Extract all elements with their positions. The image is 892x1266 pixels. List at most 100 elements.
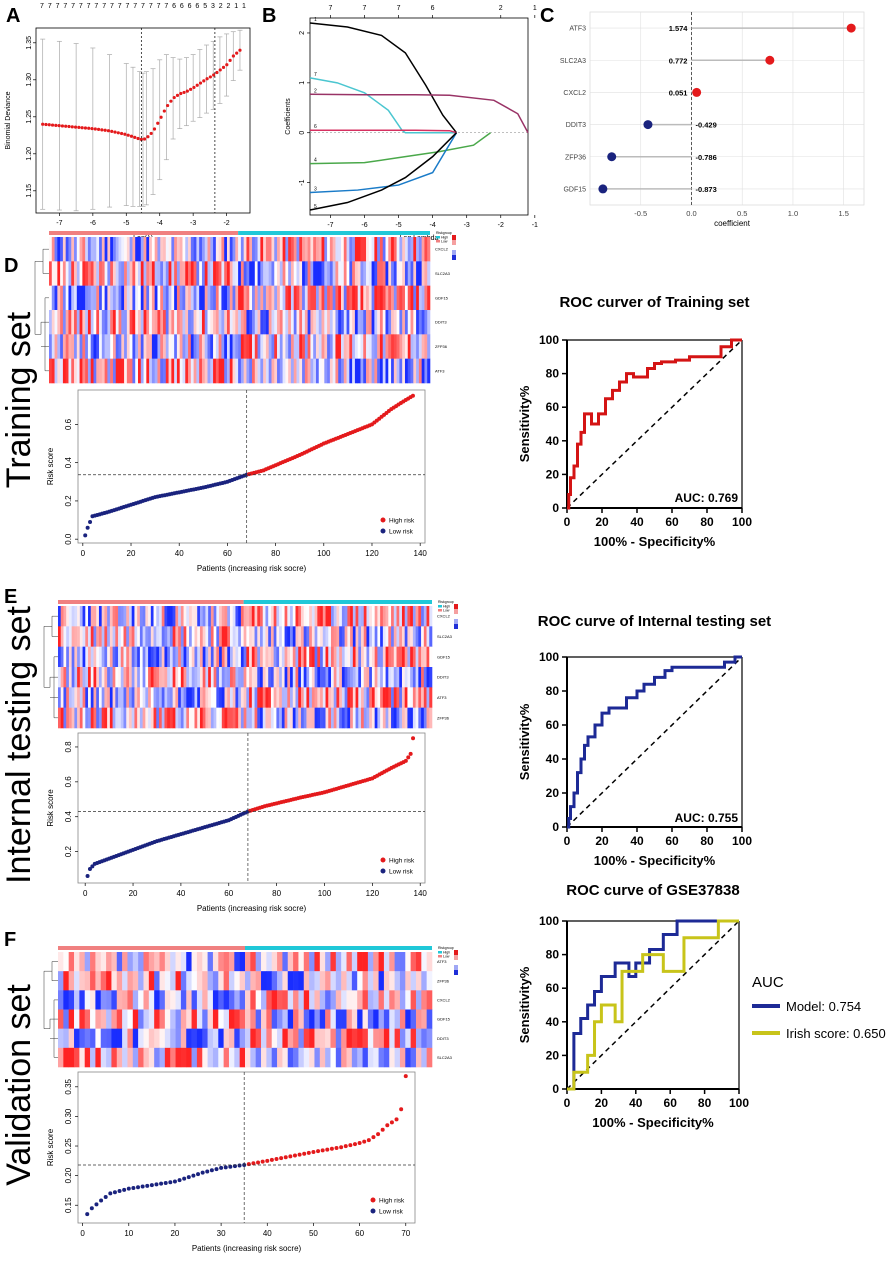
- heatmap-cell: [355, 626, 359, 647]
- risk-point-high: [316, 1149, 321, 1154]
- heatmap-cell: [168, 285, 172, 311]
- heatmap-cell: [154, 261, 158, 286]
- heatmap-cell: [363, 646, 367, 668]
- heatmap-cell: [82, 237, 86, 262]
- heatmap-cell: [270, 667, 274, 688]
- heatmap-cell: [60, 358, 64, 384]
- cv-point: [73, 125, 78, 129]
- heatmap-cell: [391, 606, 395, 627]
- heatmap-cell: [367, 952, 374, 972]
- heatmap-cell: [138, 1009, 144, 1029]
- heatmap-cell: [219, 707, 223, 729]
- heatmap-cell: [228, 1009, 235, 1029]
- heatmap-cell: [98, 606, 102, 627]
- heatmap-cell: [321, 285, 325, 311]
- heatmap-cell: [148, 606, 152, 627]
- heatmap-cell: [360, 237, 364, 262]
- heatmap-cell: [60, 261, 64, 286]
- heatmap-cell: [167, 606, 171, 627]
- legend-low: Low: [441, 240, 448, 244]
- x-tick-label: 60: [223, 549, 232, 558]
- heatmap-cell: [188, 310, 192, 335]
- heatmap-cell: [317, 626, 321, 647]
- legend-low: Low: [443, 609, 450, 613]
- heatmap-cell: [186, 952, 192, 972]
- x-tick-label: 0: [83, 889, 88, 898]
- heatmap-cell: [100, 990, 107, 1010]
- heatmap-cell: [85, 606, 89, 627]
- heatmap-cell: [293, 990, 299, 1010]
- heatmap-cell: [107, 707, 111, 729]
- heatmap-cell: [199, 285, 203, 311]
- heatmap-cell: [58, 1047, 64, 1068]
- heatmap-cell: [270, 606, 274, 627]
- heatmap-cell: [65, 261, 69, 286]
- heatmap-cell: [276, 646, 280, 668]
- heatmap-cell: [180, 646, 184, 668]
- heatmap-cell: [240, 667, 244, 688]
- heatmap-cell: [346, 285, 350, 311]
- heatmap-cell: [352, 310, 356, 335]
- heatmap-cell: [111, 971, 118, 991]
- heatmap-cell: [393, 285, 397, 311]
- cv-point: [77, 125, 81, 130]
- heatmap-cell: [71, 646, 75, 668]
- heatmap-cell: [224, 310, 228, 335]
- heatmap-cell: [296, 334, 300, 359]
- heatmap-cell: [243, 606, 247, 627]
- heatmap-cell: [180, 1009, 187, 1029]
- heatmap-cell: [132, 990, 139, 1010]
- heatmap-cell: [366, 334, 370, 359]
- heatmap-cell: [228, 1028, 235, 1049]
- heatmap-cell: [423, 646, 427, 668]
- heatmap-cell: [132, 285, 136, 311]
- heatmap-cell: [324, 285, 328, 311]
- heatmap-cell: [207, 1009, 214, 1029]
- heatmap-cell: [110, 285, 114, 311]
- heatmap-cell: [371, 310, 375, 335]
- heatmap-cell: [169, 626, 173, 647]
- top-count-label: 2: [227, 3, 231, 10]
- risk-point-high: [274, 1157, 279, 1162]
- heatmap-cell: [137, 646, 141, 668]
- heatmap-cell: [215, 358, 219, 384]
- heatmap-cell: [193, 261, 197, 286]
- heatmap-cell: [90, 358, 94, 384]
- heatmap-cell: [188, 261, 192, 286]
- heatmap-cell: [416, 334, 420, 359]
- heatmap-cell: [185, 237, 189, 262]
- heatmap-cell: [101, 285, 105, 311]
- x-tick-label: 20: [127, 549, 136, 558]
- heatmap-cell: [382, 285, 386, 311]
- heatmap-cell: [129, 310, 133, 335]
- heatmap-cell: [112, 237, 117, 262]
- heatmap-cell: [410, 971, 417, 991]
- heatmap-cell: [157, 261, 161, 286]
- heatmap-cell: [153, 606, 157, 627]
- heatmap-cell: [378, 990, 385, 1010]
- y-tick-label: 0: [552, 1082, 559, 1096]
- heatmap-cell: [293, 952, 299, 972]
- heatmap-cell: [322, 606, 326, 627]
- risk-point-low: [223, 1165, 228, 1170]
- heatmap-cell: [296, 237, 300, 262]
- heatmap-cell: [179, 334, 183, 359]
- heatmap-cell: [196, 990, 203, 1010]
- cv-point: [198, 81, 203, 85]
- x-axis-label: Patients (increasing risk socre): [197, 904, 307, 913]
- heatmap-cell: [132, 1047, 139, 1068]
- cv-point: [218, 68, 222, 72]
- path-index-label: 4: [314, 158, 317, 164]
- heatmap-cell: [170, 1028, 176, 1049]
- heatmap-cell: [54, 237, 58, 262]
- heatmap-cell: [74, 285, 78, 311]
- heatmap-cell: [355, 606, 359, 627]
- heatmap-cell: [246, 646, 250, 668]
- heatmap-cell: [132, 1009, 139, 1029]
- roc-title: ROC curve of Internal testing set: [538, 613, 771, 630]
- heatmap-cell: [126, 707, 130, 729]
- heatmap-cell: [327, 334, 331, 359]
- risk-point-low: [90, 864, 95, 869]
- heatmap-cell: [96, 237, 100, 262]
- heatmap-cell: [167, 687, 171, 708]
